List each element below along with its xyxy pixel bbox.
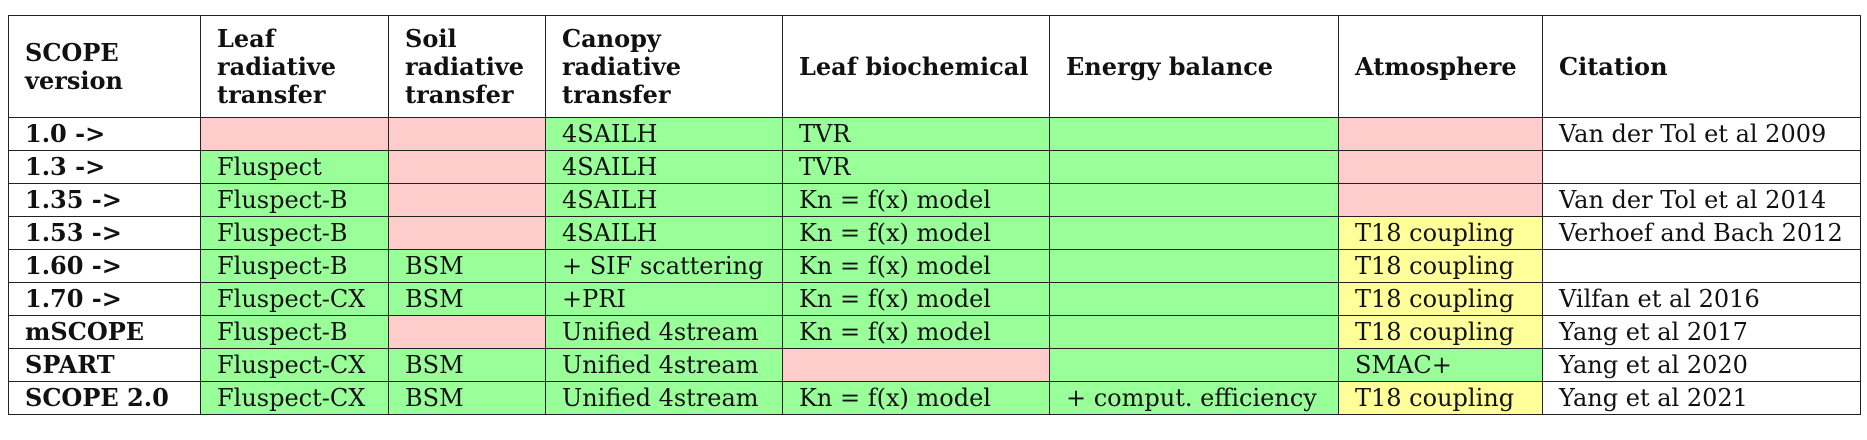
table-row: 1.0 -> 4SAILH TVR Van der Tol et al 2009 bbox=[8, 117, 1861, 151]
cell-canopy-rt: Unified 4stream bbox=[545, 348, 783, 382]
cell-version: 1.60 -> bbox=[8, 249, 201, 283]
cell-atmosphere: T18 coupling bbox=[1338, 315, 1543, 349]
cell-energy-balance bbox=[1049, 249, 1339, 283]
header-atmosphere: Atmosphere bbox=[1338, 15, 1543, 118]
cell-canopy-rt: Unified 4stream bbox=[545, 381, 783, 415]
header-scope-version: SCOPE version bbox=[8, 15, 201, 118]
cell-leaf-biochem: Kn = f(x) model bbox=[782, 315, 1050, 349]
cell-version: 1.0 -> bbox=[8, 117, 201, 151]
cell-version: SPART bbox=[8, 348, 201, 382]
cell-leaf-rt: Fluspect-B bbox=[200, 183, 389, 217]
table-row: SCOPE 2.0 Fluspect-CX BSM Unified 4stream Kn… bbox=[8, 381, 1861, 415]
cell-canopy-rt: 4SAILH bbox=[545, 216, 783, 250]
cell-version: 1.53 -> bbox=[8, 216, 201, 250]
cell-leaf-biochem: Kn = f(x) model bbox=[782, 282, 1050, 316]
cell-soil-rt bbox=[388, 183, 546, 217]
header-energy-balance: Energy balance bbox=[1049, 15, 1339, 118]
table-row: 1.3 -> Fluspect 4SAILH TVR bbox=[8, 150, 1861, 184]
cell-version: 1.35 -> bbox=[8, 183, 201, 217]
cell-citation: Yang et al 2020 bbox=[1542, 348, 1861, 382]
header-leaf-radiative-transfer: Leaf radiative transfer bbox=[200, 15, 389, 118]
cell-atmosphere: T18 coupling bbox=[1338, 381, 1543, 415]
cell-atmosphere: T18 coupling bbox=[1338, 249, 1543, 283]
table-row: 1.70 -> Fluspect-CX BSM +PRI Kn = f(x) model… bbox=[8, 282, 1861, 316]
cell-atmosphere bbox=[1338, 183, 1543, 217]
table-row: 1.60 -> Fluspect-B BSM + SIF scattering Kn =… bbox=[8, 249, 1861, 283]
table-row: 1.35 -> Fluspect-B 4SAILH Kn = f(x) model Va… bbox=[8, 183, 1861, 217]
cell-energy-balance bbox=[1049, 216, 1339, 250]
cell-citation: Yang et al 2021 bbox=[1542, 381, 1861, 415]
cell-leaf-rt: Fluspect-CX bbox=[200, 348, 389, 382]
cell-version: 1.70 -> bbox=[8, 282, 201, 316]
cell-leaf-rt: Fluspect-B bbox=[200, 315, 389, 349]
table-row: 1.53 -> Fluspect-B 4SAILH Kn = f(x) model T1… bbox=[8, 216, 1861, 250]
cell-soil-rt: BSM bbox=[388, 381, 546, 415]
cell-energy-balance bbox=[1049, 282, 1339, 316]
header-leaf-biochemical: Leaf biochemical bbox=[782, 15, 1050, 118]
cell-citation bbox=[1542, 150, 1861, 184]
cell-energy-balance bbox=[1049, 315, 1339, 349]
header-canopy-radiative-transfer: Canopy radiative transfer bbox=[545, 15, 783, 118]
cell-leaf-rt bbox=[200, 117, 389, 151]
cell-leaf-biochem: TVR bbox=[782, 117, 1050, 151]
cell-energy-balance: + comput. efficiency bbox=[1049, 381, 1339, 415]
cell-citation bbox=[1542, 249, 1861, 283]
cell-version: SCOPE 2.0 bbox=[8, 381, 201, 415]
cell-canopy-rt: Unified 4stream bbox=[545, 315, 783, 349]
cell-atmosphere: SMAC+ bbox=[1338, 348, 1543, 382]
cell-energy-balance bbox=[1049, 117, 1339, 151]
cell-canopy-rt: + SIF scattering bbox=[545, 249, 783, 283]
cell-leaf-rt: Fluspect-B bbox=[200, 216, 389, 250]
header-citation: Citation bbox=[1542, 15, 1861, 118]
cell-citation: Van der Tol et al 2009 bbox=[1542, 117, 1861, 151]
cell-atmosphere bbox=[1338, 150, 1543, 184]
cell-soil-rt bbox=[388, 216, 546, 250]
cell-atmosphere: T18 coupling bbox=[1338, 216, 1543, 250]
cell-atmosphere bbox=[1338, 117, 1543, 151]
cell-leaf-biochem: Kn = f(x) model bbox=[782, 183, 1050, 217]
cell-canopy-rt: 4SAILH bbox=[545, 183, 783, 217]
cell-leaf-rt: Fluspect-B bbox=[200, 249, 389, 283]
table-body: 1.0 -> 4SAILH TVR Van der Tol et al 2009 1.3… bbox=[8, 117, 1861, 415]
cell-leaf-biochem: TVR bbox=[782, 150, 1050, 184]
cell-citation: Yang et al 2017 bbox=[1542, 315, 1861, 349]
scope-versions-table-container: SCOPE version Leaf radiative transfer So… bbox=[8, 15, 1861, 415]
cell-canopy-rt: 4SAILH bbox=[545, 150, 783, 184]
cell-leaf-biochem: Kn = f(x) model bbox=[782, 249, 1050, 283]
cell-leaf-rt: Fluspect-CX bbox=[200, 282, 389, 316]
table-row: SPART Fluspect-CX BSM Unified 4stream SMAC+ Y… bbox=[8, 348, 1861, 382]
header-soil-radiative-transfer: Soil radiative transfer bbox=[388, 15, 546, 118]
cell-citation: Van der Tol et al 2014 bbox=[1542, 183, 1861, 217]
cell-soil-rt: BSM bbox=[388, 282, 546, 316]
cell-energy-balance bbox=[1049, 348, 1339, 382]
cell-energy-balance bbox=[1049, 183, 1339, 217]
scope-versions-table: SCOPE version Leaf radiative transfer So… bbox=[8, 15, 1861, 415]
cell-energy-balance bbox=[1049, 150, 1339, 184]
cell-canopy-rt: 4SAILH bbox=[545, 117, 783, 151]
header-row: SCOPE version Leaf radiative transfer So… bbox=[8, 15, 1861, 118]
cell-version: mSCOPE bbox=[8, 315, 201, 349]
cell-leaf-biochem bbox=[782, 348, 1050, 382]
cell-version: 1.3 -> bbox=[8, 150, 201, 184]
cell-soil-rt bbox=[388, 315, 546, 349]
cell-soil-rt bbox=[388, 117, 546, 151]
cell-atmosphere: T18 coupling bbox=[1338, 282, 1543, 316]
cell-canopy-rt: +PRI bbox=[545, 282, 783, 316]
cell-leaf-rt: Fluspect bbox=[200, 150, 389, 184]
cell-leaf-rt: Fluspect-CX bbox=[200, 381, 389, 415]
cell-leaf-biochem: Kn = f(x) model bbox=[782, 381, 1050, 415]
cell-soil-rt bbox=[388, 150, 546, 184]
cell-citation: Vilfan et al 2016 bbox=[1542, 282, 1861, 316]
cell-soil-rt: BSM bbox=[388, 348, 546, 382]
cell-soil-rt: BSM bbox=[388, 249, 546, 283]
cell-leaf-biochem: Kn = f(x) model bbox=[782, 216, 1050, 250]
cell-citation: Verhoef and Bach 2012 bbox=[1542, 216, 1861, 250]
table-row: mSCOPE Fluspect-B Unified 4stream Kn = f(x)… bbox=[8, 315, 1861, 349]
